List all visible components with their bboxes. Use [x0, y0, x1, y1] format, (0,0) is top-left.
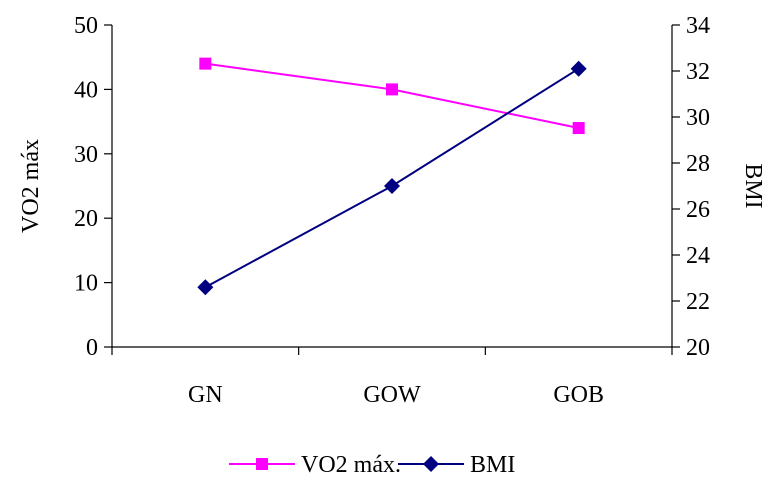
left-y-tick-label: 0	[86, 335, 98, 361]
x-tick-label: GN	[188, 382, 223, 408]
left-y-tick-label: 40	[74, 77, 98, 103]
x-tick-label: GOB	[553, 382, 604, 408]
right-y-tick-label: 22	[686, 289, 710, 315]
vo2-data-point	[386, 83, 398, 96]
legend-vo2-marker	[256, 458, 268, 470]
right-y-tick-label: 28	[686, 151, 710, 177]
right-y-tick-label: 26	[686, 197, 710, 223]
vo2-series-line	[205, 62, 579, 130]
bmi-data-point	[570, 60, 587, 77]
axes-layer: 0 10 20 30 40 50 20 22 24 26 28 30 32 34 GN GOW GOB VO2 m…	[18, 13, 766, 408]
vo2-data-point	[572, 122, 585, 135]
left-y-tick-label: 50	[74, 13, 98, 39]
left-y-tick-label: 10	[74, 271, 98, 297]
right-y-tick-label: 30	[686, 105, 710, 131]
legend-item-vo2: VO2 máx.	[229, 452, 401, 478]
legend-bmi-label: BMI	[470, 452, 515, 478]
left-y-tick-label: 20	[74, 206, 98, 232]
bmi-series-line	[204, 67, 580, 289]
legend-vo2-label: VO2 máx.	[301, 452, 401, 478]
legend-bmi-marker	[423, 456, 439, 472]
right-y-axis-title: BMI	[740, 163, 766, 208]
legend-item-bmi: BMI	[398, 452, 515, 478]
vo2-data-point	[199, 57, 212, 70]
right-y-tick-label: 24	[686, 243, 710, 269]
right-y-tick-label: 32	[686, 59, 710, 85]
left-y-tick-label: 30	[74, 142, 98, 168]
bmi-data-point	[384, 178, 400, 194]
bmi-data-point	[197, 279, 214, 296]
series-layer	[197, 57, 587, 296]
x-tick-label: GOW	[363, 382, 421, 408]
right-y-tick-label: 34	[686, 13, 710, 39]
right-y-tick-label: 20	[686, 335, 710, 361]
legend: VO2 máx. BMI	[229, 452, 515, 478]
left-y-axis-title: VO2 máx	[18, 139, 44, 233]
